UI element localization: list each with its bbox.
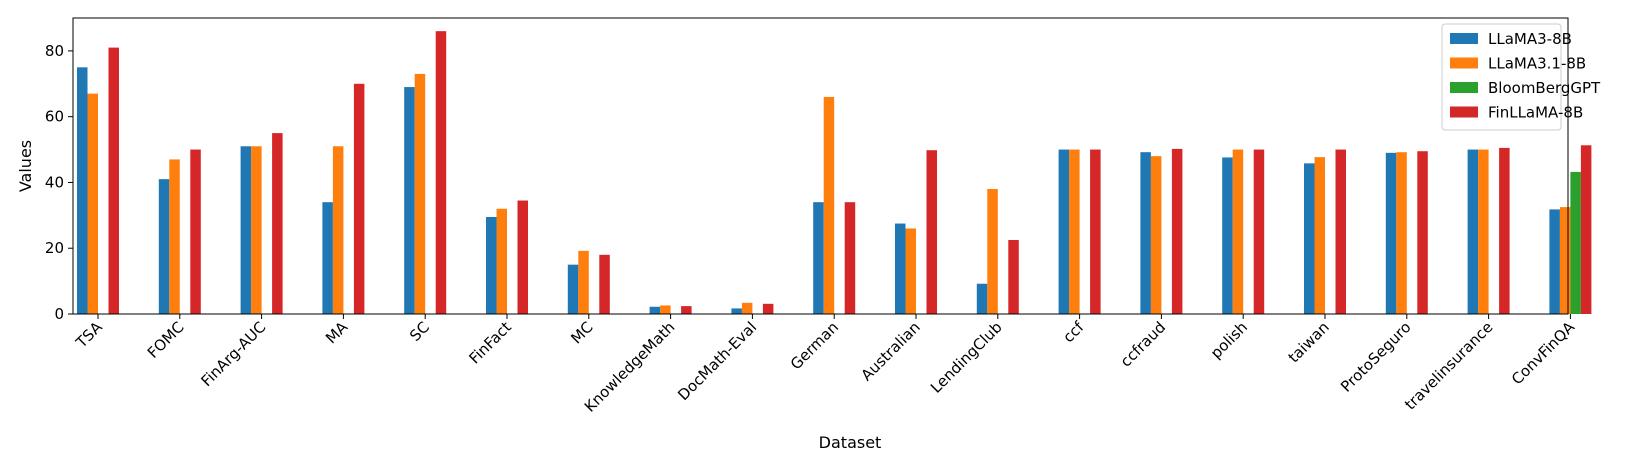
bar-LLaMA3-8B-FinArg-AUC bbox=[240, 146, 252, 314]
x-tick-label: ConvFinQA bbox=[1508, 318, 1579, 389]
bar-LLaMA3.1-8B-KnowledgeMath bbox=[660, 305, 671, 314]
x-tick-label: TSA bbox=[72, 318, 107, 353]
x-tick-label: KnowledgeMath bbox=[581, 318, 679, 416]
bar-LLaMA3-8B-DocMath-Eval bbox=[731, 308, 742, 314]
bar-FinLLaMA-8B-ConvFinQA bbox=[1580, 145, 1592, 314]
bar-LLaMA3-8B-MA bbox=[322, 202, 333, 314]
bar-LLaMA3.1-8B-German bbox=[823, 96, 835, 315]
x-tick-label: Australian bbox=[857, 318, 923, 384]
bar-LLaMA3.1-8B-travelinsurance bbox=[1478, 149, 1489, 314]
legend-swatch bbox=[1450, 33, 1478, 44]
bar-LLaMA3.1-8B-FinFact bbox=[496, 208, 507, 314]
x-tick-label: MA bbox=[322, 318, 352, 348]
bar-LLaMA3.1-8B-taiwan bbox=[1314, 157, 1325, 314]
bar-LLaMA3-8B-TSA bbox=[77, 67, 88, 314]
bar-LLaMA3.1-8B-ccfraud bbox=[1150, 156, 1162, 314]
bar-LLaMA3.1-8B-SC bbox=[414, 73, 426, 314]
bar-FinLLaMA-8B-FinArg-AUC bbox=[272, 133, 283, 314]
bar-LLaMA3.1-8B-ccf bbox=[1069, 149, 1080, 314]
bar-LLaMA3-8B-polish bbox=[1222, 157, 1233, 314]
x-tick-label: FinArg-AUC bbox=[198, 318, 270, 390]
bar-FinLLaMA-8B-MA bbox=[353, 83, 365, 314]
bar-LLaMA3.1-8B-FOMC bbox=[169, 159, 180, 314]
y-tick-label: 0 bbox=[54, 305, 64, 323]
bar-FinLLaMA-8B-TSA bbox=[108, 47, 119, 314]
legend-swatch bbox=[1450, 57, 1478, 69]
bar-LLaMA3-8B-FOMC bbox=[158, 179, 170, 314]
x-tick-label: SC bbox=[406, 318, 433, 345]
x-tick-label: DocMath-Eval bbox=[674, 318, 760, 404]
x-tick-label: ccfraud bbox=[1117, 318, 1169, 370]
bar-FinLLaMA-8B-SC bbox=[435, 31, 447, 314]
bar-FinLLaMA-8B-travelinsurance bbox=[1499, 147, 1510, 314]
bar-LLaMA3.1-8B-FinArg-AUC bbox=[251, 146, 262, 314]
bar-LLaMA3.1-8B-MA bbox=[332, 146, 344, 314]
bar-FinLLaMA-8B-taiwan bbox=[1335, 149, 1346, 314]
bar-FinLLaMA-8B-polish bbox=[1253, 149, 1265, 314]
legend-entry: LLaMA3-8B bbox=[1488, 30, 1572, 48]
bar-FinLLaMA-8B-ccf bbox=[1090, 149, 1101, 314]
bar-LLaMA3-8B-ProtoSeguro bbox=[1385, 152, 1397, 314]
bar-LLaMA3.1-8B-MC bbox=[578, 250, 589, 314]
bar-FinLLaMA-8B-ProtoSeguro bbox=[1417, 151, 1428, 314]
x-tick-label: German bbox=[787, 318, 842, 373]
bar-LLaMA3-8B-MC bbox=[567, 264, 579, 314]
legend-swatch bbox=[1450, 106, 1478, 118]
x-tick-label: polish bbox=[1207, 318, 1251, 362]
bar-LLaMA3.1-8B-TSA bbox=[87, 93, 98, 314]
x-tick-label: taiwan bbox=[1285, 318, 1333, 366]
bar-LLaMA3.1-8B-LendingClub bbox=[987, 189, 998, 314]
legend: LLaMA3-8B LLaMA3.1-8B BloomBergGPT FinLLaMA… bbox=[1441, 23, 1601, 131]
bar-LLaMA3-8B-ccfraud bbox=[1140, 152, 1151, 314]
legend-box bbox=[1441, 23, 1562, 131]
bar-FinLLaMA-8B-DocMath-Eval bbox=[762, 303, 774, 314]
legend-swatch bbox=[1450, 82, 1478, 93]
x-tick-label: travelinsurance bbox=[1401, 318, 1496, 413]
legend-entry: BloomBergGPT bbox=[1488, 79, 1601, 97]
bar-LLaMA3-8B-ConvFinQA bbox=[1549, 209, 1560, 314]
bar-LLaMA3-8B-travelinsurance bbox=[1467, 149, 1479, 314]
bar-FinLLaMA-8B-LendingClub bbox=[1008, 240, 1019, 314]
bar-FinLLaMA-8B-German bbox=[844, 202, 856, 314]
bar-LLaMA3-8B-German bbox=[813, 202, 824, 314]
bar-FinLLaMA-8B-MC bbox=[599, 254, 610, 314]
bar-FinLLaMA-8B-FinFact bbox=[517, 200, 528, 314]
x-tick-label: FinFact bbox=[465, 318, 514, 367]
bar-LLaMA3.1-8B-ConvFinQA bbox=[1559, 207, 1571, 314]
bar-LLaMA3.1-8B-ProtoSeguro bbox=[1396, 152, 1407, 314]
x-tick-label: ccf bbox=[1059, 318, 1088, 347]
bar-LLaMA3.1-8B-Australian bbox=[905, 228, 916, 314]
bar-LLaMA3.1-8B-DocMath-Eval bbox=[741, 302, 753, 314]
x-tick-label: FOMC bbox=[144, 318, 188, 362]
y-tick-label: 60 bbox=[45, 108, 64, 126]
plot-frame bbox=[72, 17, 1569, 315]
legend-entry: LLaMA3.1-8B bbox=[1488, 55, 1586, 73]
x-axis-label: Dataset bbox=[819, 433, 882, 452]
bar-FinLLaMA-8B-KnowledgeMath bbox=[681, 306, 692, 314]
plot-area bbox=[72, 17, 1592, 315]
bar-LLaMA3-8B-taiwan bbox=[1304, 163, 1315, 314]
y-axis-label: Values bbox=[16, 140, 35, 192]
x-tick-label: MC bbox=[567, 318, 596, 347]
bar-LLaMA3.1-8B-polish bbox=[1232, 149, 1244, 314]
y-axis: 0 20 40 60 80 bbox=[45, 42, 73, 323]
x-tick-label: ProtoSeguro bbox=[1337, 318, 1415, 396]
bar-LLaMA3-8B-ccf bbox=[1058, 149, 1070, 314]
bar-FinLLaMA-8B-Australian bbox=[926, 150, 937, 314]
bar-FinLLaMA-8B-ccfraud bbox=[1171, 148, 1183, 314]
y-tick-label: 20 bbox=[45, 239, 64, 257]
bar-LLaMA3-8B-LendingClub bbox=[976, 283, 988, 314]
y-tick-label: 40 bbox=[45, 173, 64, 191]
x-tick-label: LendingClub bbox=[927, 318, 1006, 397]
y-tick-label: 80 bbox=[45, 42, 64, 60]
x-axis: TSA FOMC FinArg-AUC MA SC FinFact MCKnowledgeM… bbox=[72, 314, 1579, 416]
bar-LLaMA3-8B-SC bbox=[404, 87, 415, 314]
bar-LLaMA3-8B-KnowledgeMath bbox=[649, 306, 661, 314]
legend-entry: FinLLaMA-8B bbox=[1488, 104, 1583, 122]
bar-LLaMA3-8B-FinFact bbox=[486, 216, 497, 314]
bar-LLaMA3-8B-Australian bbox=[895, 223, 906, 314]
bar-FinLLaMA-8B-FOMC bbox=[190, 149, 201, 314]
bar-BloomBergGPT-ConvFinQA bbox=[1570, 171, 1581, 314]
